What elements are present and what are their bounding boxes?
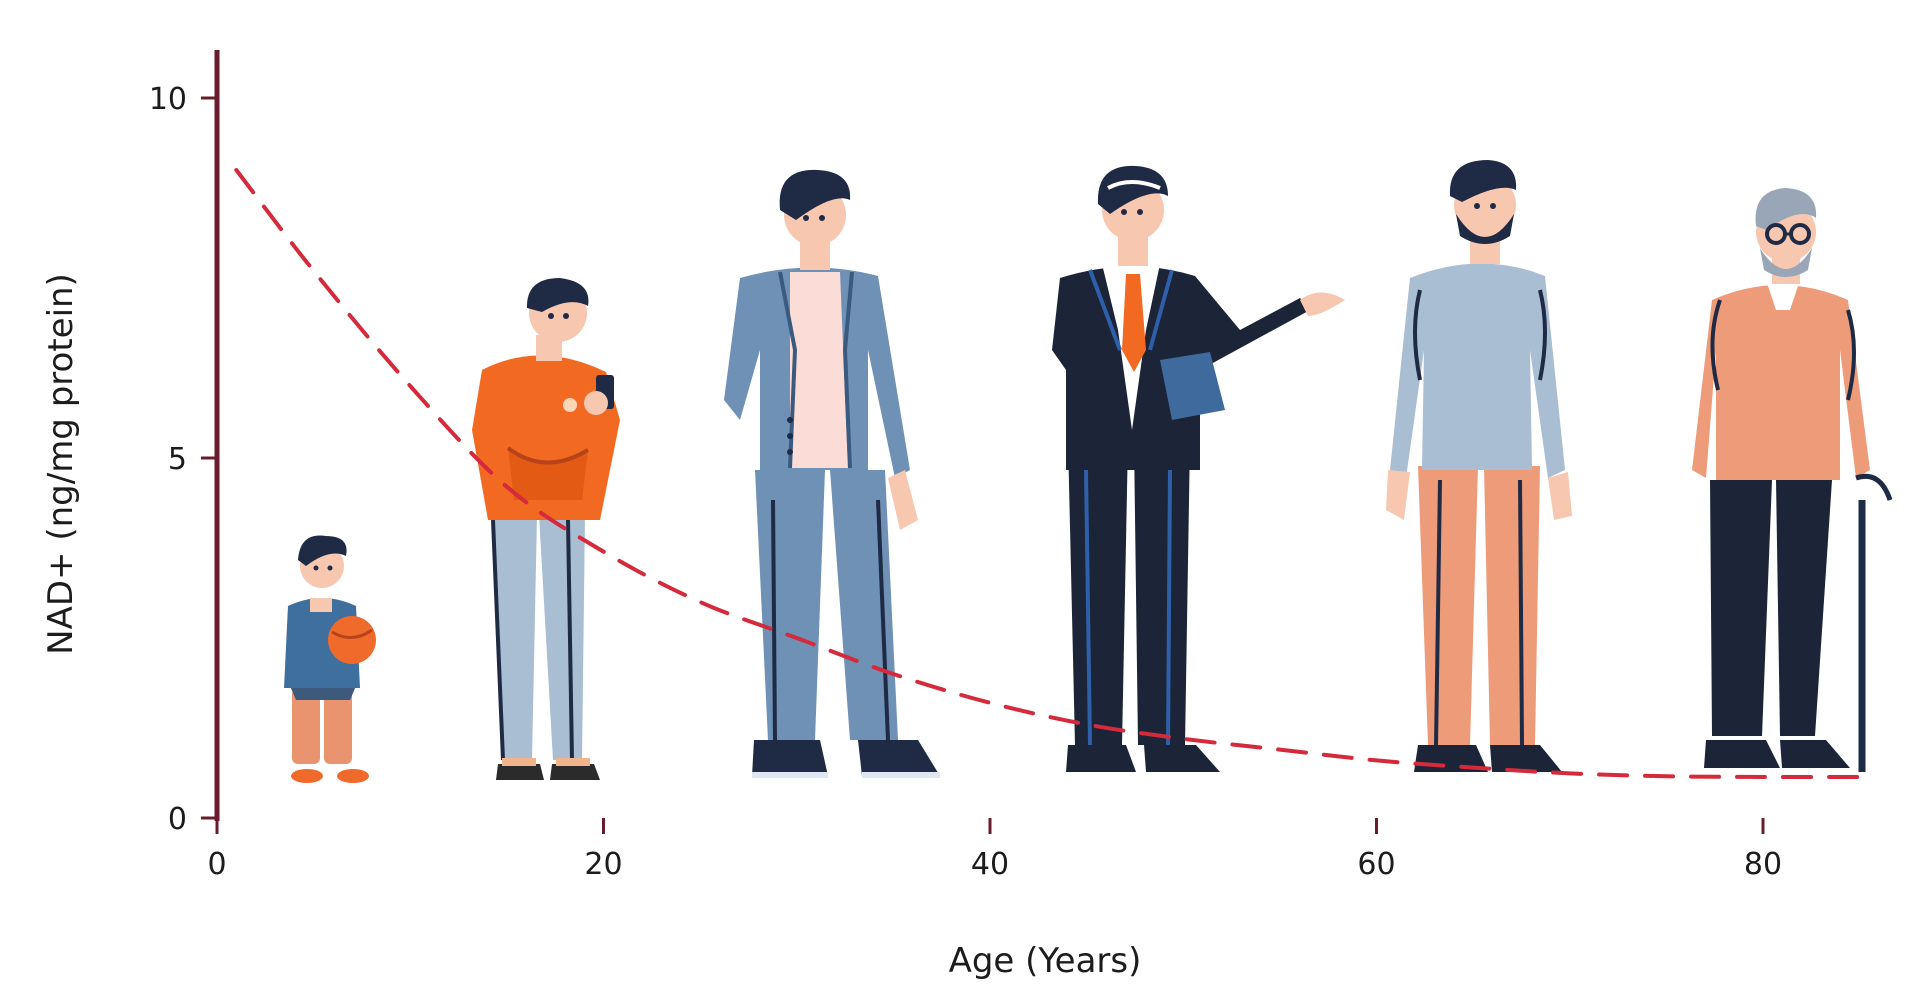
x-tick-label: 40 xyxy=(971,847,1009,882)
y-tick-label: 10 xyxy=(149,82,187,117)
y-tick-label: 0 xyxy=(168,802,187,837)
y-axis-title: NAD+ (ng/mg protein) xyxy=(41,273,81,655)
x-tick-label: 80 xyxy=(1744,847,1782,882)
elderly-man-figure xyxy=(1692,188,1893,772)
young-adult-figure xyxy=(724,169,940,778)
x-axis-title: Age (Years) xyxy=(949,941,1142,981)
illustrations xyxy=(284,160,1893,783)
axes xyxy=(214,50,1853,821)
y-tick-label: 5 xyxy=(168,442,187,477)
x-tick-label: 60 xyxy=(1357,847,1395,882)
nad-decline-curve xyxy=(234,168,1862,780)
toddler-figure xyxy=(284,535,376,783)
teen-figure xyxy=(472,278,620,780)
businessman-figure xyxy=(1052,165,1345,772)
series xyxy=(234,168,1862,780)
ticks: 0 20 40 60 80 0 5 10 xyxy=(149,82,1782,882)
bearded-man-figure xyxy=(1386,160,1572,772)
x-tick-label: 20 xyxy=(584,847,622,882)
x-tick-label: 0 xyxy=(207,847,226,882)
